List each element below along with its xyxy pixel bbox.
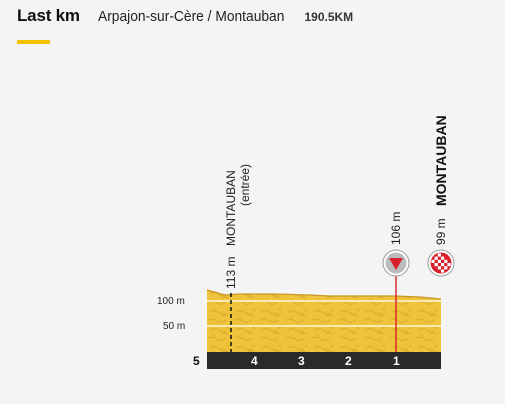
flamme-rouge-altitude: 106 m: [389, 212, 403, 245]
checkered-square: [437, 266, 441, 270]
checkered-square: [444, 266, 448, 270]
km-marker-2: 2: [345, 354, 352, 368]
y-tick-50m: 50 m: [163, 321, 185, 332]
km-marker-3: 3: [298, 354, 305, 368]
km-marker-1: 1: [393, 354, 400, 368]
finish-name: MONTAUBAN: [433, 115, 449, 206]
checkered-square: [437, 259, 441, 263]
finish-altitude: 99 m: [434, 218, 448, 245]
checkered-square: [441, 269, 445, 273]
checkered-square: [437, 253, 441, 257]
checkered-square: [434, 256, 438, 260]
km-marker-start: 5: [193, 354, 200, 368]
profile-outline: [206, 289, 442, 300]
checkered-square: [434, 263, 438, 267]
entry-altitude: 113 m: [224, 257, 238, 289]
checkered-flag-icon: [427, 249, 455, 277]
checkered-square: [431, 259, 435, 263]
header: Last km Arpajon-sur-Cère / Montauban 190…: [17, 6, 353, 30]
flamme-rouge-triangle-icon: [382, 249, 410, 277]
checkered-square: [447, 263, 451, 267]
km-marker-4: 4: [251, 354, 258, 368]
checkered-square: [441, 256, 445, 260]
accent-bar: [17, 40, 50, 44]
checkered-square: [441, 263, 445, 267]
km-bar: [207, 352, 441, 369]
y-tick-100m: 100 m: [157, 296, 185, 307]
entry-name: MONTAUBAN: [224, 170, 238, 246]
page-title: Last km: [17, 6, 80, 25]
checkered-square: [444, 259, 448, 263]
distance-label: 190.5KM: [304, 10, 354, 24]
entry-sub: (entrée): [238, 164, 252, 206]
profile-area: [207, 290, 441, 352]
route-label: Arpajon-sur-Cère / Montauban: [97, 8, 285, 25]
